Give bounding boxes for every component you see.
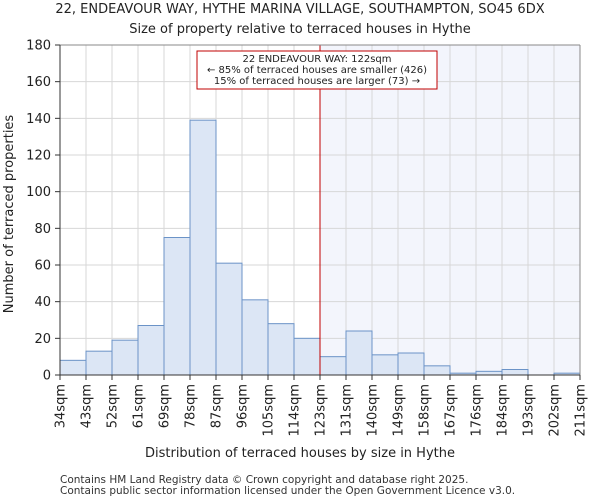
annotation-box: 22 ENDEAVOUR WAY: 122sqm ← 85% of terrac… <box>196 50 438 90</box>
x-tick-label: 167sqm <box>444 384 459 437</box>
x-tick-label: 43sqm <box>80 384 95 428</box>
y-tick-label: 80 <box>34 222 51 237</box>
x-tick-label: 114sqm <box>288 384 303 437</box>
bar <box>163 237 191 376</box>
x-tick-label: 176sqm <box>470 384 485 437</box>
bar <box>345 330 373 376</box>
y-tick-label: 40 <box>34 295 51 310</box>
x-tick-label: 69sqm <box>158 384 173 428</box>
y-tick-label: 160 <box>26 75 51 90</box>
x-tick-label: 158sqm <box>418 384 433 437</box>
x-tick-label: 202sqm <box>548 384 563 437</box>
x-tick-label: 105sqm <box>262 384 277 437</box>
bar <box>319 356 347 376</box>
x-tick-label: 123sqm <box>314 384 329 437</box>
bar <box>137 325 165 376</box>
chart-title: 22, ENDEAVOUR WAY, HYTHE MARINA VILLAGE,… <box>55 2 544 17</box>
y-tick-label: 0 <box>43 369 51 384</box>
x-tick-label: 140sqm <box>366 384 381 437</box>
y-tick-label: 180 <box>26 39 51 54</box>
bar <box>475 370 503 376</box>
y-ticks: 0 20 40 60 80 100 120 140 160 180 <box>26 39 60 384</box>
x-tick-label: 52sqm <box>106 384 121 428</box>
x-axis-label: Distribution of terraced houses by size … <box>145 446 455 461</box>
bar <box>59 359 87 376</box>
chart-subtitle: Size of property relative to terraced ho… <box>129 22 471 37</box>
y-axis-label: Number of terraced properties <box>2 115 17 314</box>
bar <box>371 354 399 376</box>
annotation-line3: 15% of terraced houses are larger (73) → <box>214 76 420 87</box>
x-tick-label: 96sqm <box>236 384 251 428</box>
y-tick-label: 20 <box>34 332 51 347</box>
bar <box>215 262 243 376</box>
x-tick-label: 78sqm <box>184 384 199 428</box>
x-tick-label: 149sqm <box>392 384 407 437</box>
bar <box>397 352 425 376</box>
bar <box>111 339 139 376</box>
bar <box>241 299 269 376</box>
bar <box>189 119 217 376</box>
x-tick-label: 87sqm <box>210 384 225 428</box>
y-tick-label: 60 <box>34 259 51 274</box>
bar <box>293 337 321 376</box>
footer-line1: Contains HM Land Registry data © Crown c… <box>60 474 468 486</box>
annotation-border <box>196 50 438 90</box>
bar <box>267 323 295 376</box>
footer-line2: Contains public sector information licen… <box>60 485 515 497</box>
x-tick-label: 184sqm <box>496 384 511 437</box>
x-tick-label: 34sqm <box>54 384 69 428</box>
x-tick-label: 131sqm <box>340 384 355 437</box>
x-ticks: 34sqm 43sqm 52sqm 61sqm 69sqm 78sqm 87sqm 96sqm… <box>54 375 589 437</box>
x-tick-label: 211sqm <box>574 384 589 437</box>
bar <box>423 365 451 376</box>
y-tick-label: 120 <box>26 149 51 164</box>
bar <box>501 369 529 376</box>
y-tick-label: 140 <box>26 112 51 127</box>
x-tick-label: 61sqm <box>132 384 147 428</box>
x-tick-label: 193sqm <box>522 384 537 437</box>
annotation-line2: ← 85% of terraced houses are smaller (42… <box>207 65 427 76</box>
annotation-line1: 22 ENDEAVOUR WAY: 122sqm <box>242 54 391 65</box>
bar <box>85 350 113 376</box>
y-tick-label: 100 <box>26 185 51 200</box>
